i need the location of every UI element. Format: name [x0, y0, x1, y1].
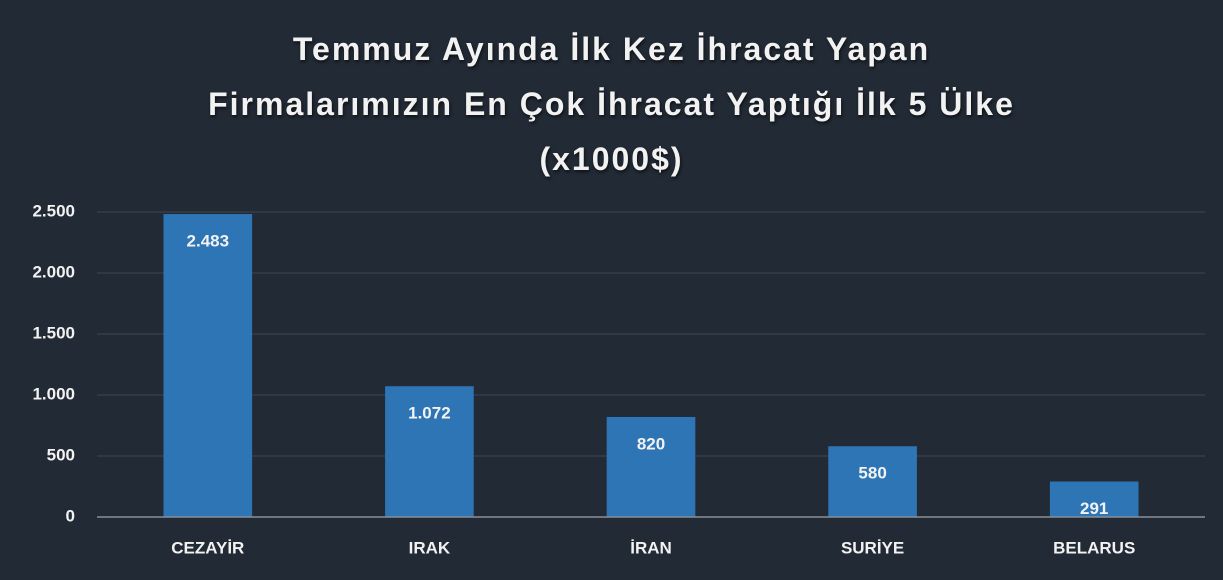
bar — [828, 446, 917, 517]
bar — [1049, 481, 1139, 517]
x-tick-label: İRAN — [630, 538, 672, 557]
y-tick-label: 1.500 — [32, 323, 75, 342]
bar — [606, 416, 696, 517]
x-tick-label: CEZAYİR — [171, 538, 244, 557]
bar — [385, 386, 474, 517]
data-label: 580 — [858, 464, 886, 483]
x-tick-label: BELARUS — [1053, 538, 1135, 557]
chart-title: Temmuz Ayında İlk Kez İhracat Yapan Firm… — [208, 31, 1015, 177]
data-label: 820 — [637, 434, 665, 453]
data-label: 1.072 — [408, 404, 451, 423]
bar — [163, 214, 253, 517]
y-tick-label: 2.000 — [32, 262, 75, 281]
y-tick-label: 0 — [66, 506, 75, 525]
y-tick-label: 2.500 — [32, 201, 75, 220]
x-tick-label: IRAK — [409, 538, 451, 557]
y-tick-label: 500 — [47, 445, 75, 464]
data-label: 2.483 — [187, 232, 230, 251]
x-tick-label: SURİYE — [841, 538, 904, 557]
y-tick-label: 1.000 — [32, 384, 75, 403]
data-label: 291 — [1080, 499, 1108, 518]
